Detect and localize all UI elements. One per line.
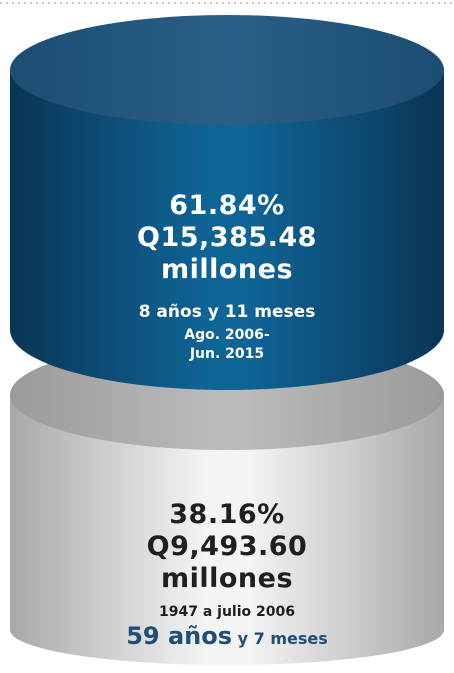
segment-top-top-face — [10, 15, 444, 125]
segment-top-duration: 8 años y 11 meses — [138, 302, 316, 322]
segment-bottom-amount: Q9,493.60 — [146, 531, 308, 562]
segment-top-period-start: Ago. 2006- — [184, 327, 270, 343]
segment-bottom-body — [10, 395, 444, 665]
segment-bottom-duration-years: 59 años — [126, 622, 233, 650]
segment-top-period-end: Jun. 2015 — [189, 346, 265, 362]
segment-bottom-percent: 38.16% — [169, 499, 285, 530]
segment-top-cylinder — [10, 15, 444, 390]
segment-top-percent: 61.84% — [169, 190, 285, 221]
segment-bottom-duration: 59 años y 7 meses — [0, 622, 454, 650]
segment-bottom-unit: millones — [160, 563, 294, 594]
segment-bottom-duration-months: y 7 meses — [237, 629, 328, 648]
segment-top-body — [10, 70, 444, 390]
segment-top-amount: Q15,385.48 — [137, 222, 317, 253]
segment-top-unit: millones — [160, 254, 294, 285]
segment-bottom-period: 1947 a julio 2006 — [159, 604, 295, 620]
